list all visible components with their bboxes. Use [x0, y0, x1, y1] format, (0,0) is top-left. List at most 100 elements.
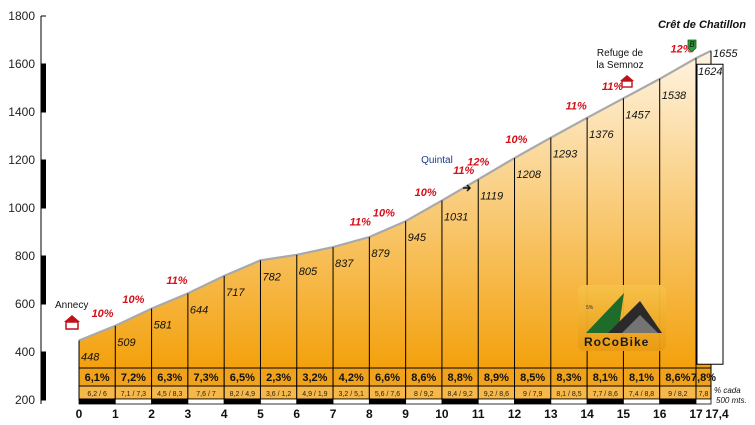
- segment-sub-label: 3,6 / 1,2: [266, 391, 291, 398]
- y-tick-label: 400: [15, 345, 35, 359]
- segment-gradient-label: 7,3%: [193, 372, 218, 384]
- segment-gradient-label: 8,8%: [448, 372, 473, 384]
- x-axis-band: [260, 398, 298, 405]
- profile-labels: 448 509 581 644 717 782 805 837 879 945 1031 1119 12…: [55, 19, 747, 405]
- segment-sub-label: 6,2 / 6: [87, 391, 107, 398]
- y-tick-label: 1000: [8, 201, 35, 215]
- refuge-label-line2: la Semnoz: [596, 60, 643, 71]
- max-gradient-label: 10%: [122, 294, 144, 306]
- elevation-label: 837: [335, 258, 354, 270]
- segment-sub-label: 7,4 / 8,8: [629, 391, 654, 398]
- x-axis-band: [586, 398, 624, 405]
- segment-sub-label: 7,6 / 7: [196, 391, 216, 398]
- elevation-label: 1655: [713, 48, 738, 60]
- x-tick-label: 4: [221, 407, 228, 421]
- segment-gradient-label: 8,3%: [556, 372, 581, 384]
- quintal-label: Quintal: [421, 155, 453, 166]
- segment-gradient-label: 8,1%: [629, 372, 654, 384]
- segment-sub-label: 9 / 7,9: [523, 391, 543, 398]
- elevation-label: 805: [299, 266, 318, 278]
- segment-sub-label: 9,2 / 8,6: [484, 391, 509, 398]
- elevation-label: 509: [117, 337, 135, 349]
- x-axis-band: [514, 398, 552, 405]
- y-tick-label: 600: [15, 297, 35, 311]
- x-tick-label: 15: [617, 407, 631, 421]
- elevation-label: 1208: [517, 169, 542, 181]
- max-gradient-label: 10%: [505, 134, 527, 146]
- segment-sub-label: 4,5 / 8,3: [157, 391, 182, 398]
- max-gradient-label: 10%: [415, 187, 437, 199]
- y-axis-band: [41, 256, 46, 304]
- x-axis: 0 1 2 3 4 5 6 7 8 9 10 11 12 13 14 15 16 17 17,4: [76, 407, 729, 421]
- elevation-label: 1293: [553, 149, 578, 161]
- segment-gradient-label: 3,2%: [302, 372, 327, 384]
- arrow-right-icon: [463, 184, 472, 192]
- x-tick-label: 16: [653, 407, 667, 421]
- logo-mark-text: 5%: [586, 305, 594, 311]
- x-axis-band: [659, 398, 697, 405]
- segment-gradient-label: 6,5%: [230, 372, 255, 384]
- segment-gradient-label: 8,5%: [520, 372, 545, 384]
- summit-title: Crêt de Chatillon: [658, 19, 746, 31]
- x-tick-label: 17: [689, 407, 703, 421]
- y-tick-label: 800: [15, 249, 35, 263]
- x-tick-label: 10: [435, 407, 449, 421]
- refuge-house-icon-body: [621, 80, 633, 88]
- segment-sub-label: 8,4 / 9,2: [447, 391, 472, 398]
- note-label-line2: 500 mts.: [716, 396, 747, 405]
- profile-fill: [79, 50, 711, 369]
- elevation-label: 945: [408, 232, 427, 244]
- x-tick-label: 12: [508, 407, 522, 421]
- x-tick-label: 1: [112, 407, 119, 421]
- x-axis-band: [114, 398, 152, 405]
- refuge-label: Refuge de: [597, 48, 644, 59]
- elevation-label: 1624: [698, 66, 722, 78]
- segment-sub-label: 7,1 / 7,3: [121, 391, 146, 398]
- segment-gradient-label: 8,6%: [665, 372, 690, 384]
- y-axis-band: [41, 64, 46, 112]
- segment-gradient-label: 8,9%: [484, 372, 509, 384]
- segment-sub-label: 4,9 / 1,9: [302, 391, 327, 398]
- elevation-label: 879: [371, 248, 389, 260]
- x-axis-band: [695, 398, 712, 405]
- segment-sub-label: 5,6 / 7,6: [375, 391, 400, 398]
- segment-sub-label: 8 / 9,2: [414, 391, 434, 398]
- segment-sub-label: 7,7 / 8,6: [593, 391, 618, 398]
- elevation-label: 1457: [625, 109, 650, 121]
- segment-gradient-label: 4,2%: [339, 372, 364, 384]
- x-axis-band: [477, 398, 515, 405]
- segment-gradient-label: 6,1%: [85, 372, 110, 384]
- y-tick-label: 1800: [8, 9, 35, 23]
- y-tick-label: 1600: [8, 57, 35, 71]
- elevation-label: 1119: [480, 190, 503, 202]
- max-gradient-label: 12%: [467, 156, 489, 168]
- elevation-label: 1376: [589, 129, 614, 141]
- elevation-label: 717: [226, 287, 245, 299]
- x-axis-band: [78, 398, 116, 405]
- elevation-label: 448: [81, 351, 100, 363]
- max-gradient-label: 11%: [566, 101, 587, 113]
- start-place-label: Annecy: [55, 300, 88, 311]
- x-axis-band: [623, 398, 661, 405]
- logo-text: RoCoBike: [584, 335, 649, 349]
- x-axis-band: [405, 398, 443, 405]
- elevation-label: 1031: [444, 212, 468, 224]
- x-tick-label: 2: [148, 407, 155, 421]
- segment-gradient-label: 7,8%: [691, 372, 716, 384]
- x-tick-label: 3: [185, 407, 192, 421]
- x-axis-band: [223, 398, 261, 405]
- x-tick-label: 14: [580, 407, 594, 421]
- segment-gradient-label: 7,2%: [121, 372, 146, 384]
- x-tick-label: 11: [472, 407, 485, 421]
- segment-gradient-label: 2,3%: [266, 372, 291, 384]
- x-tick-label: 0: [76, 407, 83, 421]
- segment-gradient-label: 6,3%: [157, 372, 182, 384]
- segment-gradient-label: 6,6%: [375, 372, 400, 384]
- segment-sub-label: 9 / 8,2: [668, 391, 688, 398]
- elevation-label: 1538: [662, 90, 687, 102]
- x-axis-band: [296, 398, 334, 405]
- max-gradient-label: 11%: [166, 275, 187, 287]
- max-gradient-label: 10%: [373, 208, 395, 220]
- segment-sub-label: 8,1 / 8,5: [556, 391, 581, 398]
